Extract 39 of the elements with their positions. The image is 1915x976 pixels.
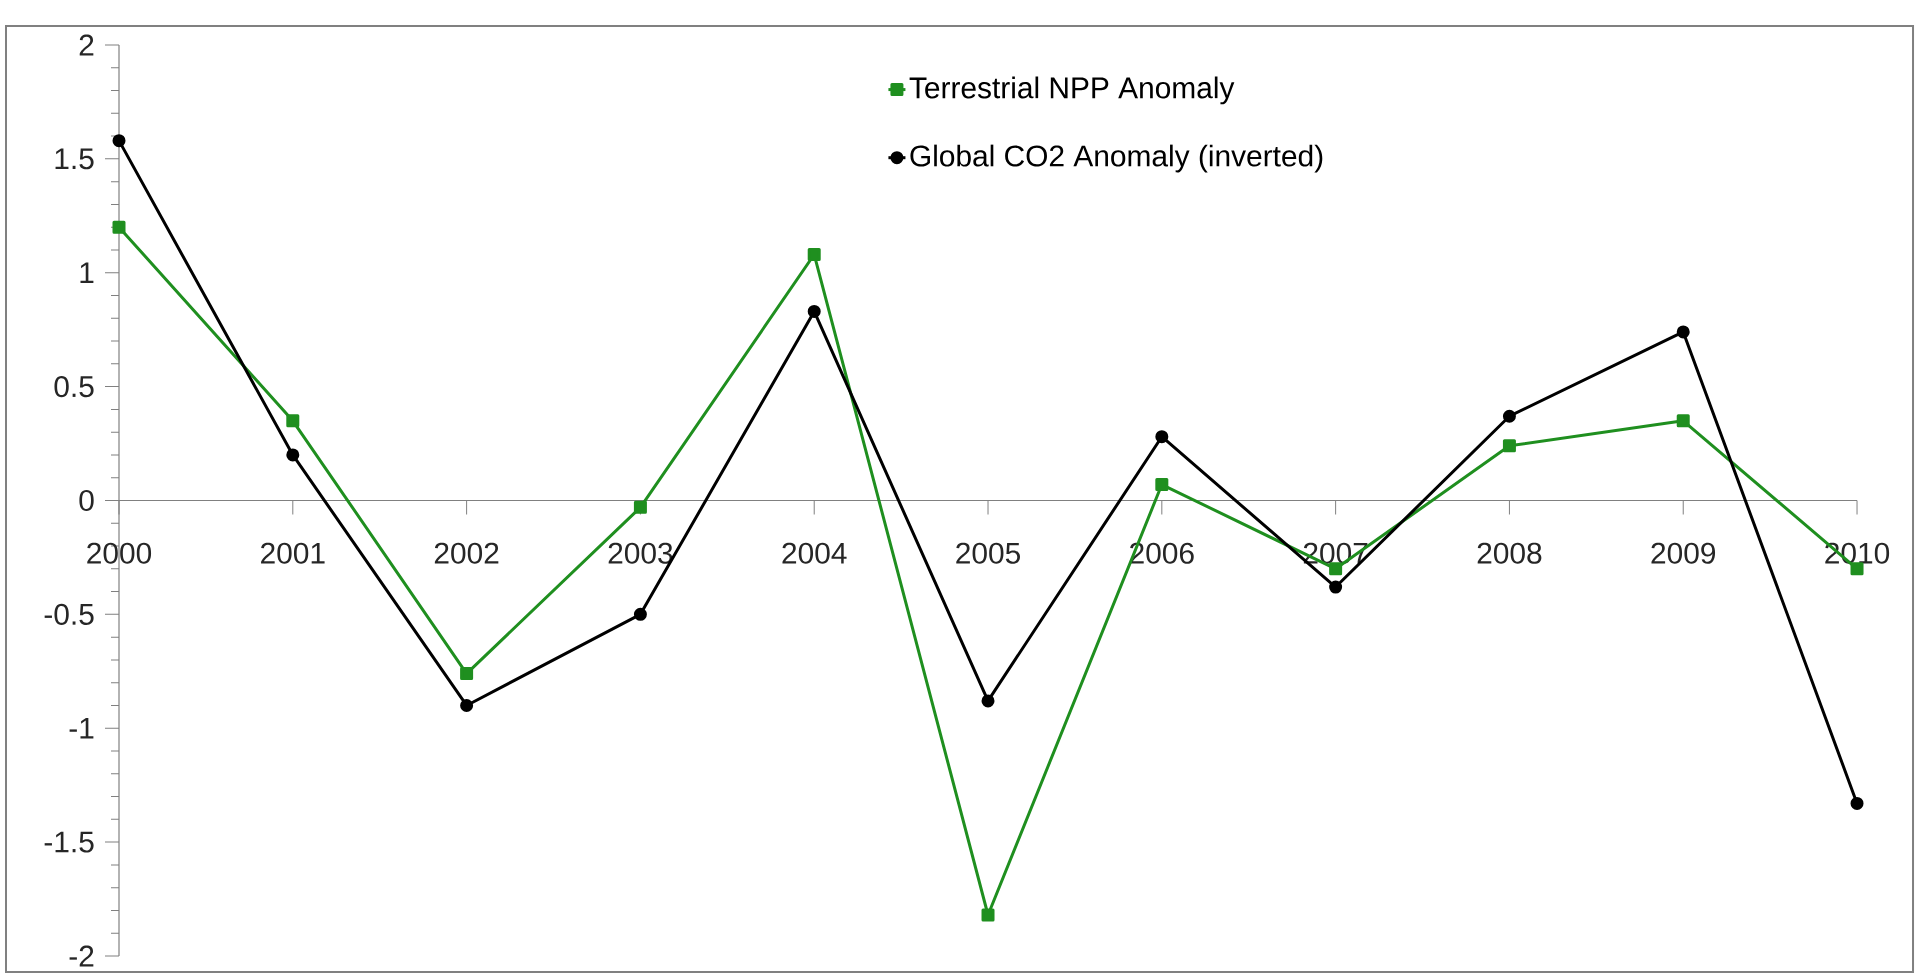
point: [633, 500, 647, 514]
point: [112, 220, 126, 234]
point: [286, 448, 300, 462]
y-tick-label: 1.5: [55, 148, 94, 170]
y-tick-label: -2: [69, 945, 94, 967]
point: [1676, 414, 1690, 428]
point: [286, 414, 300, 428]
point: [1155, 478, 1169, 492]
y-tick-label: -0.5: [44, 603, 94, 625]
x-tick-label: 2009: [1651, 542, 1716, 564]
point: [981, 908, 995, 922]
point: [1676, 325, 1690, 339]
legend-label: Terrestrial NPP Anomaly: [909, 76, 1235, 105]
point: [1329, 580, 1343, 594]
point: [807, 304, 821, 318]
point: [460, 667, 474, 681]
point: [633, 607, 647, 621]
x-tick-label: 2004: [782, 542, 847, 564]
point: [1502, 439, 1516, 453]
x-tick-label: 2003: [608, 542, 673, 564]
x-tick-label: 2005: [956, 542, 1020, 564]
point: [981, 694, 995, 708]
point: [460, 698, 474, 712]
point: [807, 248, 821, 262]
x-tick-label: 2008: [1477, 542, 1542, 564]
y-tick-label: -1: [69, 717, 94, 739]
y-tick-label: -1.5: [44, 831, 94, 853]
x-tick-label: 2000: [87, 542, 152, 564]
point: [1502, 409, 1516, 423]
point: [1155, 430, 1169, 444]
y-tick-label: 1: [80, 262, 94, 284]
point: [112, 134, 126, 148]
y-tick-label: 0.5: [54, 376, 94, 398]
legend-label: Global CO2 Anomaly (inverted): [910, 144, 1323, 173]
x-tick-label: 2002: [434, 542, 499, 564]
y-tick-label: 0: [79, 489, 94, 512]
y-tick-label: 2: [79, 34, 94, 56]
x-tick-label: 2001: [261, 542, 325, 564]
point: [1850, 796, 1864, 810]
